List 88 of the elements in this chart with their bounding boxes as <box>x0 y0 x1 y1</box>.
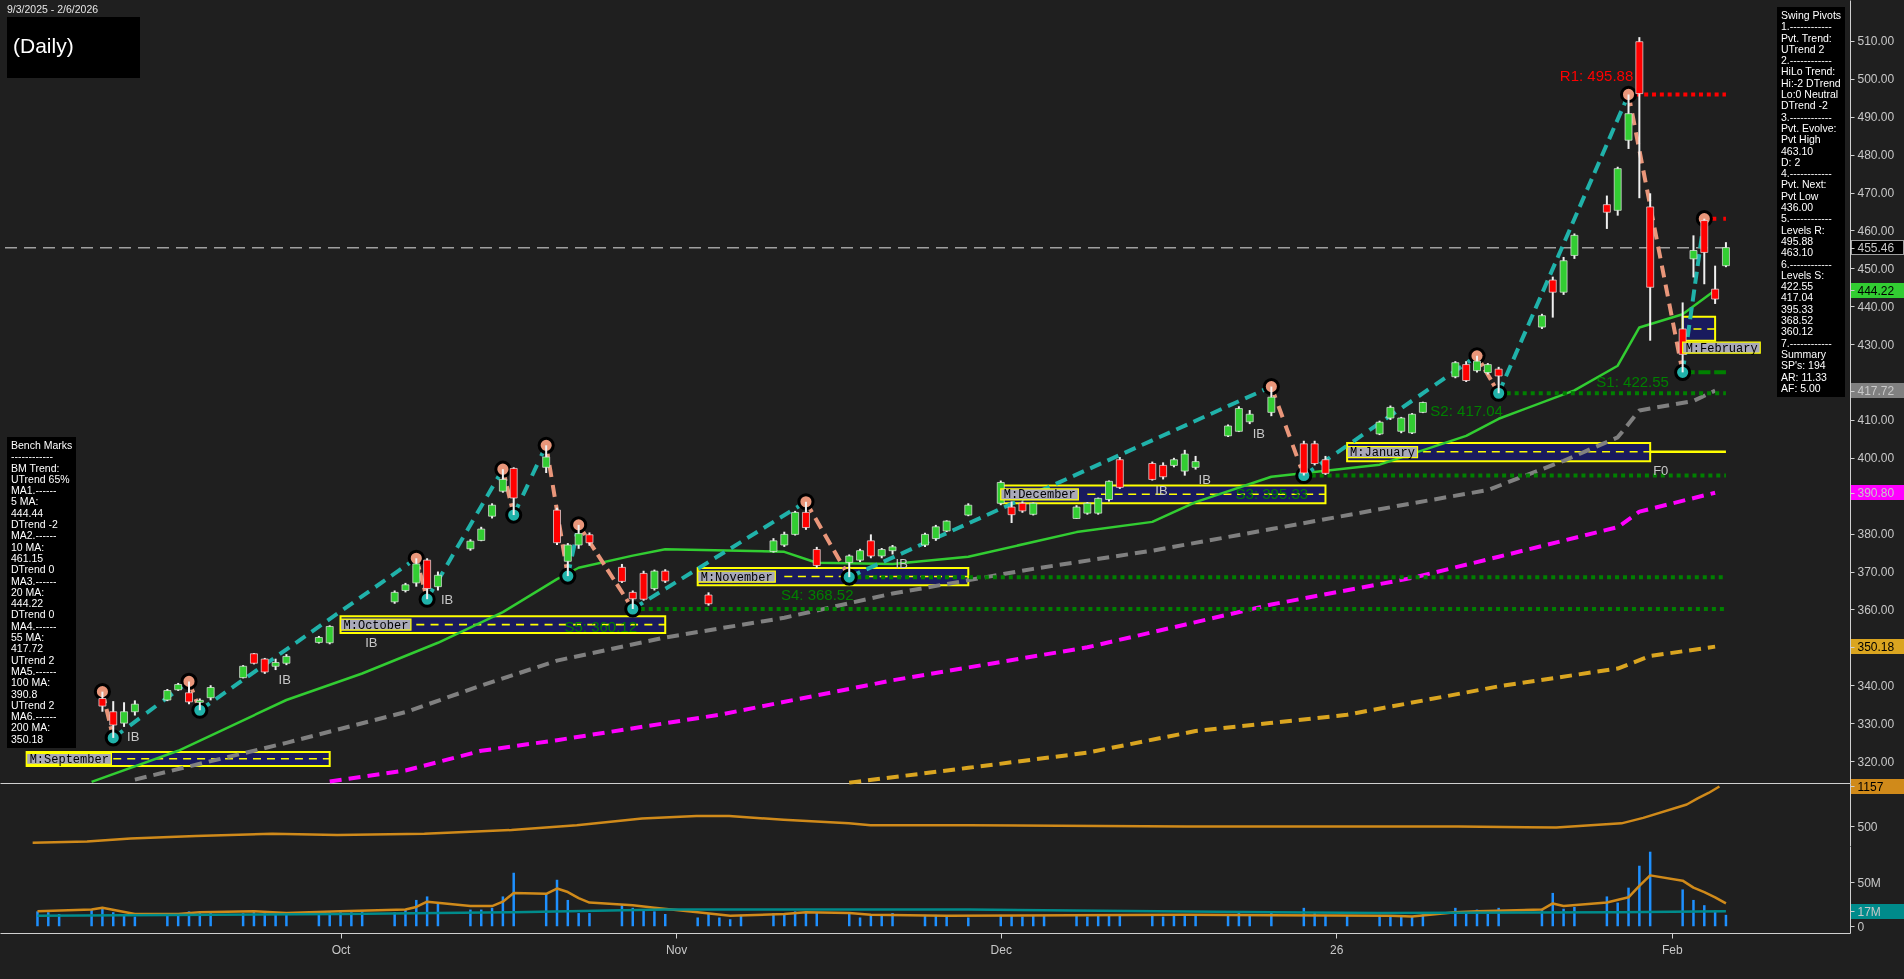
line-series <box>36 874 1728 918</box>
x-tick-label: Nov <box>665 942 688 957</box>
bar <box>1151 915 1154 927</box>
y-tick-label: 350.18 <box>1857 640 1895 655</box>
bar <box>1075 915 1078 927</box>
candlestick <box>1722 241 1730 269</box>
y-tick-label: 500 <box>1857 819 1878 834</box>
series-label: S4: 368.52 <box>780 586 854 604</box>
series-label: S2: 417.04 <box>1430 402 1503 420</box>
bar <box>718 917 721 927</box>
y-tick-label: 50M <box>1857 875 1881 890</box>
line-series <box>36 908 1728 917</box>
y-tick-label: 470.00 <box>1857 186 1895 201</box>
series-label: M:September <box>29 752 109 767</box>
y-tick-label: 450.00 <box>1857 261 1895 276</box>
x-tick-label: Oct <box>331 942 352 957</box>
candlestick <box>109 700 118 739</box>
annotation: IB <box>1198 471 1211 487</box>
bar <box>1638 865 1641 927</box>
y-tick-label: 330.00 <box>1857 716 1895 731</box>
candlestick <box>1711 264 1719 305</box>
annotation: IB <box>440 592 454 608</box>
series-label: M:January <box>1350 446 1415 461</box>
bar <box>166 915 169 927</box>
bar <box>1248 914 1251 927</box>
bar <box>642 909 645 927</box>
y-tick-label: 417.72 <box>1857 384 1895 399</box>
y-tick-label: 430.00 <box>1857 337 1895 352</box>
y-tick-label: 390.80 <box>1857 486 1895 501</box>
annotation: IB <box>1252 426 1265 442</box>
bar <box>1681 889 1684 927</box>
y-tick-label: 400.00 <box>1857 451 1895 466</box>
bar <box>577 913 580 927</box>
text: Swing Pivots 1.------------ Pvt. Trend: UTrend 2 2.------------ HiLo Trend: Hi:-2 DTrend Lo:0 Neutral DTrend -2 3.------------ Pvt. Evolve: Pvt High 463.10 D: 2 4.------------ Pvt. Next: Pvt Low 436.00 5.------------ Levels R: 495.88 463.10 6.------------ Levels S: 422.55 417.04 395.33 368.52 360.12 7.------------ Summary SP's: 194 AR: 11.33 AF: 5.00 <box>1781 9 1842 394</box>
bar <box>707 913 710 927</box>
y-tick-label: 440.00 <box>1857 299 1895 314</box>
y-tick-label: 455.46 <box>1857 241 1895 256</box>
y-tick-label: 380.00 <box>1857 527 1895 542</box>
y-tick-label: 410.00 <box>1857 413 1895 428</box>
y-tick-label: 370.00 <box>1857 565 1895 580</box>
bar <box>967 917 970 927</box>
point <box>104 729 122 747</box>
text: (Daily) <box>13 33 74 59</box>
point <box>93 683 111 701</box>
y-tick-label: 1157 <box>1857 779 1884 794</box>
y-tick-label: 17M <box>1857 904 1881 919</box>
bar <box>1021 916 1024 927</box>
bar <box>783 913 786 927</box>
y-tick-label: 444.22 <box>1857 283 1895 298</box>
chart-subtitle: 9/3/2025 - 2/6/2026 <box>7 3 99 15</box>
x-tick-label: 26 <box>1330 942 1344 957</box>
y-tick-label: 340.00 <box>1857 678 1895 693</box>
series-label: S1: 422.55 <box>1596 373 1669 391</box>
y-tick-label: 490.00 <box>1857 110 1895 125</box>
bar <box>1086 916 1089 927</box>
y-tick-label: 360.00 <box>1857 602 1895 617</box>
annotation: IB <box>278 672 291 688</box>
annotation: F0 <box>1653 463 1669 479</box>
y-tick-label: 510.00 <box>1857 34 1895 49</box>
y-tick-label: 320.00 <box>1857 754 1895 769</box>
candlestick <box>120 701 128 728</box>
y-tick-label: 500.00 <box>1857 72 1895 87</box>
line-series <box>31 785 1721 845</box>
series-label: M:November <box>700 570 773 585</box>
series-label: R1: 495.88 <box>1559 67 1634 85</box>
bar <box>945 915 948 927</box>
y-tick-label: 480.00 <box>1857 148 1895 163</box>
y-tick-label: 460.00 <box>1857 223 1895 238</box>
bar <box>1010 915 1013 927</box>
bar <box>512 872 515 927</box>
bar <box>696 917 699 927</box>
candlestick <box>98 690 107 713</box>
annotation: IB <box>127 728 140 744</box>
line-series <box>847 644 1718 785</box>
x-tick-label: Dec <box>990 942 1012 957</box>
annotation: IB <box>895 556 908 572</box>
annotation: IB <box>365 634 378 650</box>
bar <box>1389 915 1392 927</box>
series-label: M:February <box>1685 341 1758 356</box>
bar <box>588 913 591 927</box>
series-label: M:October <box>343 618 409 633</box>
bar <box>1194 915 1197 927</box>
y-tick-label: 0 <box>1857 919 1865 934</box>
series-label: M:December <box>1003 488 1076 503</box>
bar <box>1616 902 1619 927</box>
bar <box>653 911 656 927</box>
text: Bench Marks ------------ BM Trend: UTrend 65% MA1.------ 5 MA: 444.44 DTrend -2 MA2.------ 10 MA: 461.15 DTrend 0 MA3.------ 20 MA: 444.22 DTrend 0 MA4.------ 55 MA: 417.72 UTrend 2 MA5.------ 100 MA: 390.8 UTrend 2 MA6.------ 200 MA: 350.18 <box>11 439 73 745</box>
x-tick-label: Feb <box>1661 942 1683 957</box>
